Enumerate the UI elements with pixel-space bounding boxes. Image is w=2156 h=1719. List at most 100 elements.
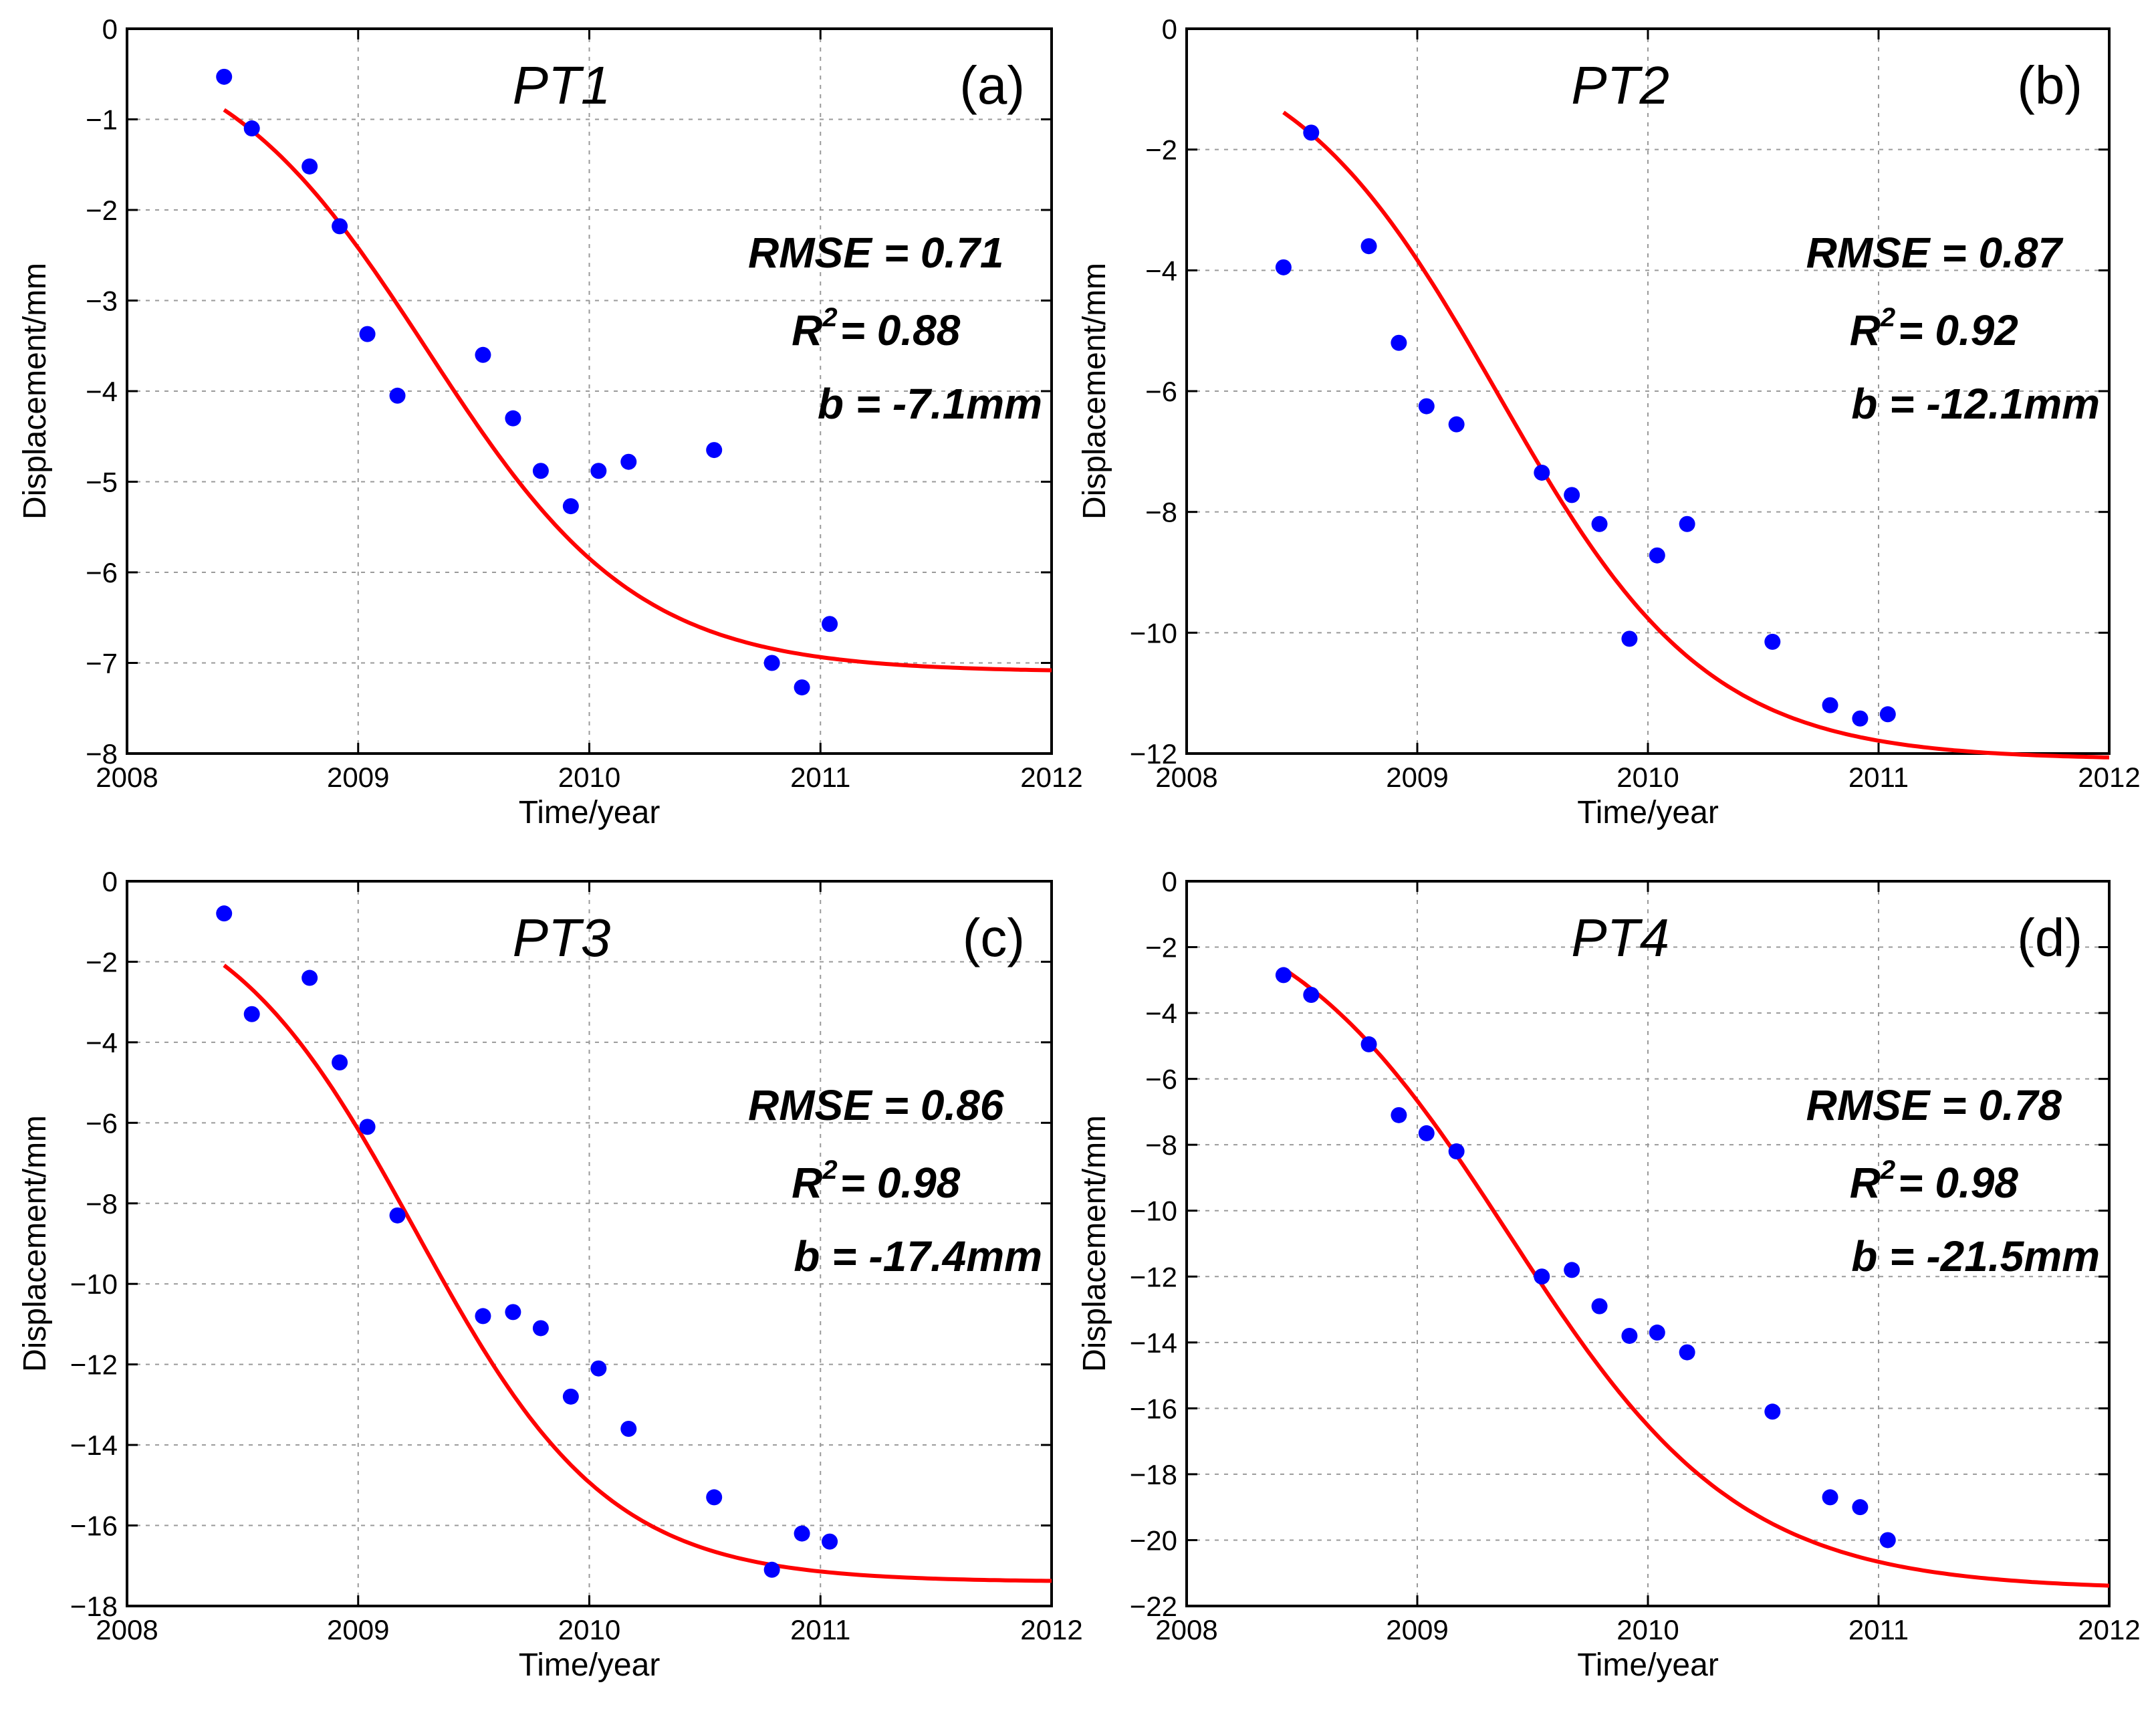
data-point <box>706 1489 723 1506</box>
plot-frame <box>126 27 1053 755</box>
data-point <box>332 218 348 235</box>
panel-title: PT4 <box>1571 908 1669 967</box>
x-tick-label: 2009 <box>1386 762 1448 793</box>
panel-title: PT1 <box>513 55 611 115</box>
data-point <box>822 1533 838 1550</box>
fit-curve <box>1282 967 2110 1588</box>
b-parameter-stat: b = -17.4mm <box>794 1232 1042 1280</box>
data-point <box>243 120 260 137</box>
r-squared-stat: R2= 0.98 <box>792 1155 961 1207</box>
data-point <box>1391 1107 1407 1123</box>
x-tick-label: 2012 <box>1020 762 1082 793</box>
data-point <box>243 1006 260 1022</box>
x-tick-label: 2011 <box>790 1614 850 1645</box>
y-tick-label: −12 <box>1130 1261 1177 1292</box>
y-tick-label: −14 <box>1130 1327 1177 1359</box>
data-point <box>359 1119 376 1135</box>
b-parameter-stat: b = -21.5mm <box>1851 1232 2100 1280</box>
data-point <box>1391 334 1407 351</box>
y-tick-label: −7 <box>86 648 118 679</box>
gridlines <box>1187 881 2109 1606</box>
data-point <box>505 410 521 427</box>
x-tick-label: 2010 <box>558 762 620 793</box>
panel-pt2: 2008 2009 2010 2011 2012 0 −2 −4 −6 −8 −10 −12 Time/… <box>1077 13 2141 830</box>
x-tick-label: 2008 <box>1155 762 1217 793</box>
y-tick-label: −8 <box>1145 1129 1177 1161</box>
y-tick-label: −2 <box>86 946 118 978</box>
y-tick-label: −2 <box>1145 134 1177 166</box>
y-tick-label: −4 <box>86 376 118 407</box>
r-squared-stat: R2= 0.88 <box>792 303 961 354</box>
r-squared-value: = 0.88 <box>840 306 961 354</box>
x-axis-title: Time/year <box>519 1647 661 1683</box>
r-squared-stat: R2= 0.92 <box>1850 303 2018 354</box>
data-point <box>763 1561 780 1578</box>
data-point <box>1822 697 1838 713</box>
data-point <box>1879 1532 1896 1549</box>
r-squared-letter: R <box>1850 306 1881 354</box>
panel-pt4: 2008 2009 2010 2011 2012 0 −2 −4 −6 −8 −10 −12 −14 −1… <box>1077 866 2141 1683</box>
x-tick-label: 2009 <box>327 1614 389 1645</box>
data-point <box>532 1320 549 1337</box>
data-point <box>1360 1036 1377 1052</box>
rmse-stat: RMSE = 0.87 <box>1806 229 2064 277</box>
data-point <box>1852 1499 1869 1516</box>
data-point <box>1591 515 1608 532</box>
rmse-stat: RMSE = 0.71 <box>748 229 1003 277</box>
x-tick-label: 2011 <box>1848 1614 1909 1645</box>
r-squared-letter: R <box>1850 1159 1881 1207</box>
plot-frame <box>126 880 1053 1607</box>
y-tick-label: 0 <box>1162 13 1177 45</box>
y-axis-title: Displacement/mm <box>1077 1115 1112 1372</box>
data-point <box>562 1388 579 1405</box>
data-point <box>1591 1298 1608 1314</box>
data-point <box>1764 633 1781 650</box>
rmse-stat: RMSE = 0.78 <box>1806 1081 2062 1129</box>
data-point <box>1621 1327 1638 1344</box>
x-tick-label: 2011 <box>790 762 850 793</box>
r-squared-letter: R <box>792 306 822 354</box>
y-tick-label: −10 <box>70 1268 118 1300</box>
r-squared-exponent: 2 <box>822 303 837 332</box>
y-tick-label: −12 <box>70 1349 118 1381</box>
x-axis-title: Time/year <box>1577 1647 1719 1683</box>
y-tick-label: −3 <box>86 285 118 317</box>
data-point <box>1275 259 1292 275</box>
panel-letter: (b) <box>2017 55 2082 115</box>
data-point <box>302 969 318 986</box>
data-point <box>1448 1143 1465 1160</box>
y-tick-label: −16 <box>70 1510 118 1542</box>
data-point <box>620 453 637 470</box>
data-point <box>1649 547 1665 564</box>
y-axis-title: Displacement/mm <box>1077 263 1112 520</box>
x-tick-label: 2010 <box>558 1614 620 1645</box>
y-tick-label: 0 <box>102 13 118 45</box>
data-point <box>1879 706 1896 723</box>
panel-pt1: 2008 2009 2010 2011 2012 0 −1 −2 −3 −4 −5 −6 −7 −8 Tim… <box>17 13 1083 830</box>
data-point <box>1679 1344 1695 1361</box>
y-tick-label: 0 <box>1162 866 1177 897</box>
y-tick-label: −5 <box>86 467 118 498</box>
r-squared-letter: R <box>792 1159 822 1207</box>
gridlines <box>127 881 1052 1606</box>
data-point <box>1679 515 1695 532</box>
panel-title: PT2 <box>1571 55 1669 115</box>
r-squared-stat: R2= 0.98 <box>1850 1155 2019 1207</box>
y-tick-label: −20 <box>1130 1524 1177 1556</box>
data-point <box>1418 398 1435 415</box>
y-tick-label: −12 <box>1130 738 1177 770</box>
r-squared-exponent: 2 <box>822 1155 837 1185</box>
data-point <box>475 1308 491 1325</box>
data-point <box>475 346 491 363</box>
data-point <box>532 463 549 479</box>
panel-title: PT3 <box>513 908 611 967</box>
x-axis-title: Time/year <box>1577 795 1719 830</box>
data-point <box>359 326 376 342</box>
data-point <box>1621 631 1638 647</box>
y-tick-label: −4 <box>86 1027 118 1058</box>
data-point <box>822 616 838 633</box>
data-point <box>332 1054 348 1070</box>
data-point <box>620 1421 637 1438</box>
data-point <box>1564 1262 1580 1278</box>
r-squared-value: = 0.98 <box>840 1159 961 1207</box>
